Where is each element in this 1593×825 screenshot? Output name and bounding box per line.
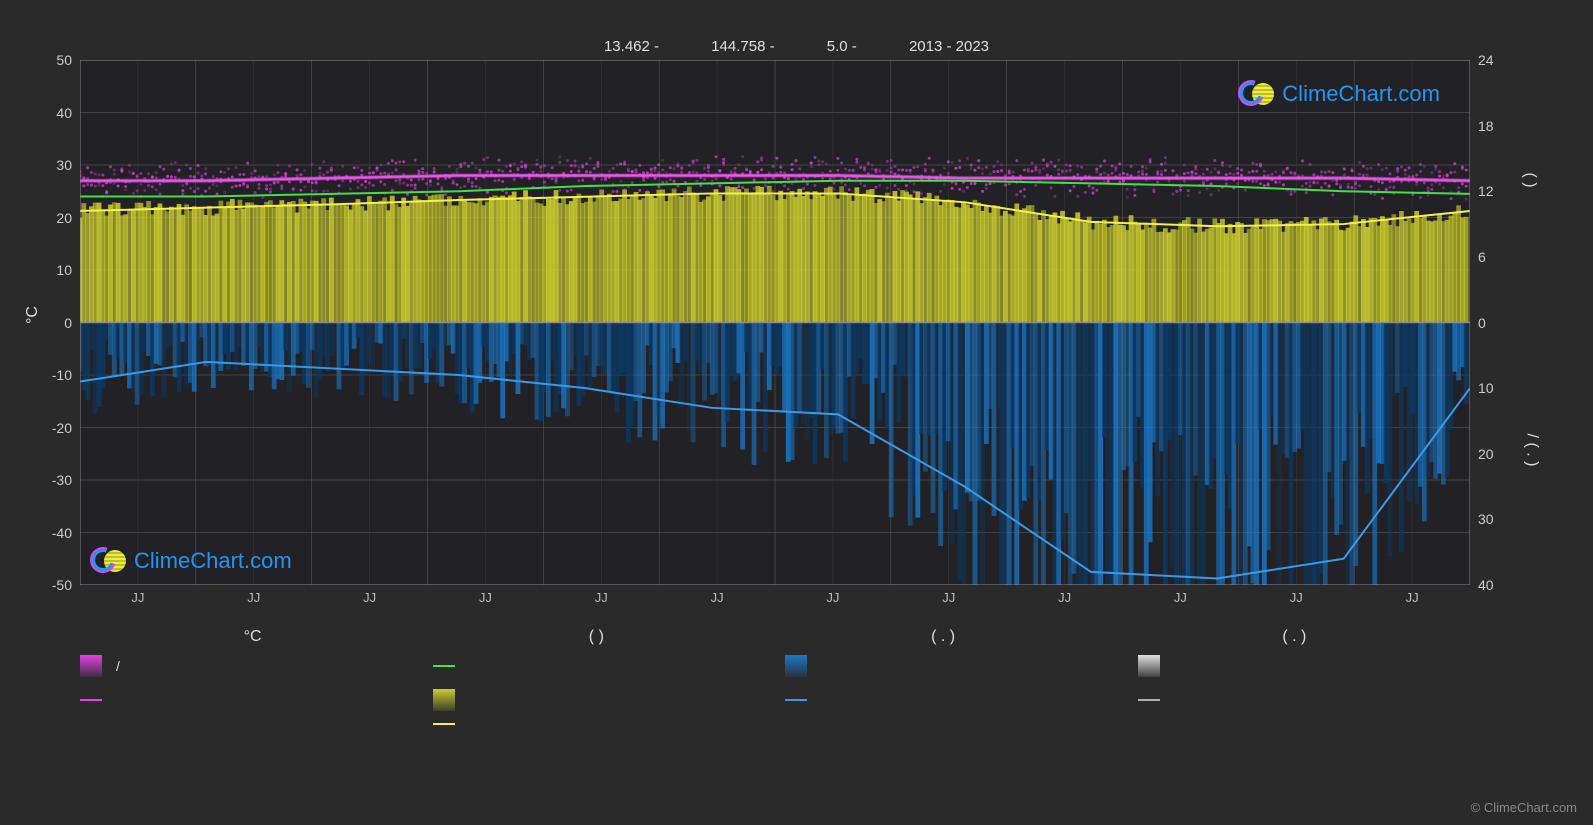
y-right-axis-label-upper: ( ) <box>1521 172 1539 187</box>
logo-icon <box>1238 80 1274 108</box>
y-right-ticks: 0612182410203040 <box>1474 60 1514 585</box>
logo-icon <box>90 547 126 575</box>
legend-swatch <box>433 689 455 711</box>
title-years: 2013 - 2023 <box>909 38 989 55</box>
legend-label: / <box>116 658 120 674</box>
legend-item <box>80 689 413 711</box>
legend-swatch <box>785 699 807 701</box>
legend-swatch <box>1138 699 1160 701</box>
title-lat: 13.462 - <box>604 38 659 55</box>
title-elev: 5.0 - <box>827 38 857 55</box>
legend-grid: / <box>80 655 1470 725</box>
legend-item <box>785 689 1118 711</box>
legend-item <box>433 723 766 725</box>
legend-headers: °C ( ) ( . ) ( . ) <box>80 628 1470 646</box>
chart-title: 13.462 - 144.758 - 5.0 - 2013 - 2023 <box>0 38 1593 55</box>
watermark-text: ClimeChart.com <box>1282 81 1440 107</box>
legend-header-snow: ( . ) <box>1282 628 1306 646</box>
y-left-ticks: -50-40-30-20-1001020304050 <box>40 60 76 585</box>
legend-item <box>1138 689 1471 711</box>
legend-item: / <box>80 655 413 677</box>
legend-item <box>433 689 766 711</box>
watermark-text: ClimeChart.com <box>134 548 292 574</box>
legend-item <box>433 655 766 677</box>
legend-header-precip: ( . ) <box>931 628 955 646</box>
legend-header-hours: ( ) <box>589 628 604 646</box>
legend-swatch <box>80 699 102 701</box>
copyright-text: © ClimeChart.com <box>1471 800 1577 815</box>
legend-header-temp: °C <box>244 628 262 646</box>
legend-swatch <box>80 655 102 677</box>
x-axis-ticks: JJJJJJJJJJJJJJJJJJJJJJJJ <box>80 590 1470 610</box>
legend-swatch <box>785 655 807 677</box>
chart-area: ClimeChart.com ClimeChart.com <box>80 60 1470 585</box>
watermark-bottom-left: ClimeChart.com <box>90 547 292 575</box>
legend-swatch <box>433 665 455 667</box>
watermark-top-right: ClimeChart.com <box>1238 80 1440 108</box>
title-lon: 144.758 - <box>711 38 774 55</box>
legend-item <box>785 655 1118 677</box>
y-right-axis-label-lower: / ( . ) <box>1522 434 1540 467</box>
legend-swatch <box>433 723 455 725</box>
legend-item <box>1138 655 1471 677</box>
legend-swatch <box>1138 655 1160 677</box>
